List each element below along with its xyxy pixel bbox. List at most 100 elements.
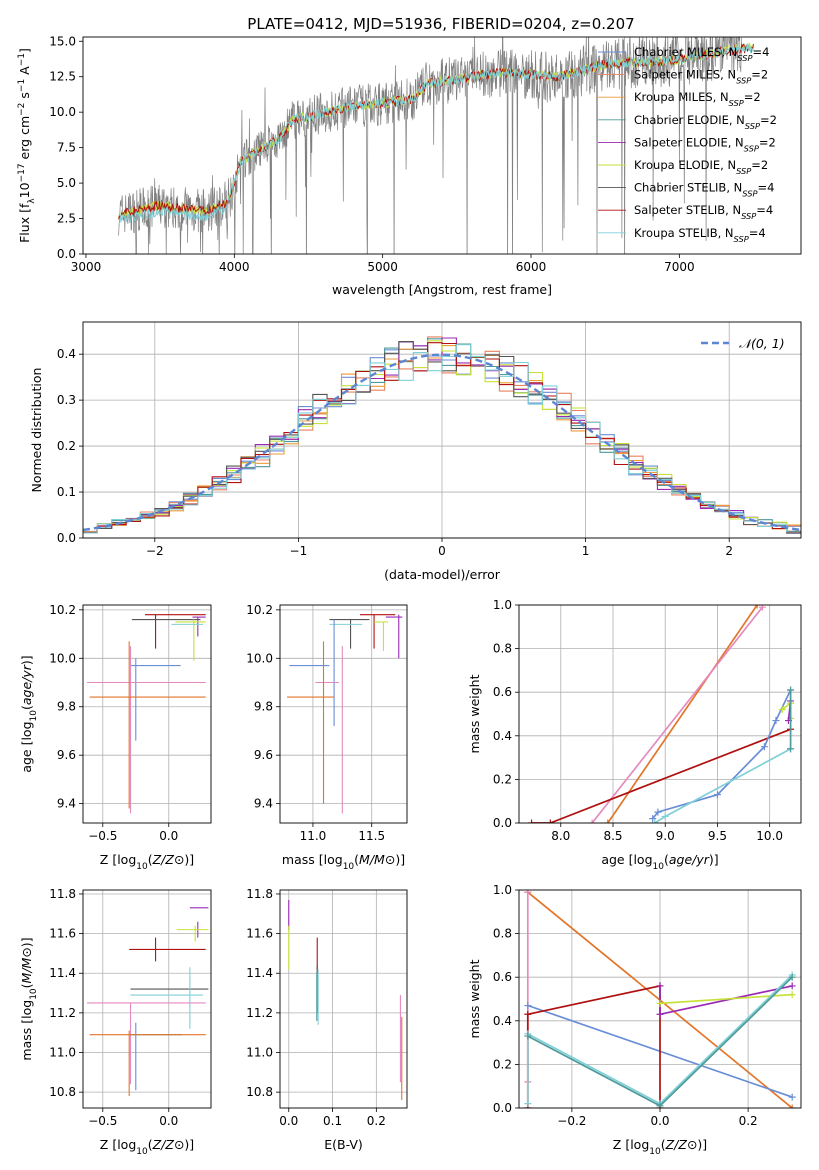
series-point-pink	[758, 605, 766, 611]
series-point-chabrier_elodie	[656, 1102, 664, 1108]
y-tick-label: 10.8	[246, 1085, 273, 1099]
x-tick-label: −2	[146, 544, 164, 558]
histogram-kroupa_stelib	[83, 344, 801, 534]
segments	[86, 614, 206, 814]
x-tick-label: 5000	[367, 260, 398, 274]
y-tick-label: 0.4	[493, 729, 512, 743]
x-tick-label: 0.0	[159, 829, 178, 843]
axes-frame	[82, 889, 212, 1109]
x-tick-label: 0.2	[739, 1114, 758, 1128]
series-point-salpeter_stelib	[546, 819, 554, 823]
y-tick-label: 1.0	[493, 598, 512, 612]
x-tick-label: 0.1	[323, 1114, 342, 1128]
axes-frame	[82, 604, 212, 824]
y-tick-label: 0.8	[493, 642, 512, 656]
y-tick-label: 2.5	[57, 212, 76, 226]
y-tick-label: 11.8	[246, 887, 273, 901]
x-tick-label: 0.0	[279, 1114, 298, 1128]
x-tick-label: 10.0	[756, 829, 783, 843]
y-tick-label: 0.0	[493, 1101, 512, 1115]
y-tick-label: 9.8	[254, 700, 273, 714]
segments	[288, 899, 403, 1101]
y-tick-label: 9.8	[57, 700, 76, 714]
y-tick-label: 9.6	[254, 748, 273, 762]
x-tick-label: 6000	[516, 260, 547, 274]
residuals-panel: −2 −1 0 1 2 0.0 0.1 0.2 0.3 0.4 (data-model)/error…	[29, 321, 802, 582]
y-tick-label: 10.2	[246, 603, 273, 617]
x-axis-label: age [log10(age/yr)]	[601, 852, 718, 872]
series-point-salpeter_elodie	[788, 982, 796, 990]
series-line-orange	[607, 605, 758, 823]
y-tick-label: 10.0	[49, 105, 76, 119]
normal-curve	[83, 353, 801, 532]
y-tick-label: 12.5	[49, 70, 76, 84]
series-point-kroupa_elodie	[788, 991, 796, 999]
series-point-chabrier_elodie	[787, 745, 795, 753]
x-tick-label: −0.5	[88, 829, 117, 843]
x-axis-label: mass [log10(M/M⊙)]	[282, 852, 405, 872]
x-tick-label: −0.5	[88, 1114, 117, 1128]
series-lines	[524, 890, 796, 1108]
legend-entry: Chabrier ELODIE, NSSP=2	[634, 113, 777, 131]
series-point-chabrier_miles	[772, 717, 780, 725]
series-point-orange	[604, 819, 612, 823]
y-tick-label: 0.1	[57, 485, 76, 499]
y-tick-label: 0.2	[493, 772, 512, 786]
series-point-chabrier_miles	[524, 1002, 532, 1010]
y-tick-label: 11.2	[49, 1006, 76, 1020]
y-axis-label: age [log10(age/yr)]	[19, 655, 39, 772]
x-tick-label: 11.5	[358, 829, 385, 843]
spectrum-legend: Chabrier MILES, NSSP=4 Salpeter MILES, NS…	[598, 45, 777, 244]
series-point-kroupa_stelib	[524, 1100, 532, 1108]
chart-panels: 3000 4000 5000 6000 70000.02.55.07.510.012.5…	[17, 34, 802, 1157]
series-point-orange	[788, 1104, 796, 1108]
y-tick-label: 9.4	[57, 797, 76, 811]
massweight-vs-z-panel: −0.2 0.0 0.2 0.0 0.2 0.4 0.6 0.8 1.0 Z [log10(Z/Z…	[467, 883, 802, 1157]
segments	[287, 614, 403, 814]
y-tick-label: 0.2	[57, 439, 76, 453]
y-tick-label: 11.8	[49, 887, 76, 901]
y-tick-label: 0.6	[493, 685, 512, 699]
series-point-salpeter_elodie	[656, 1010, 664, 1018]
y-tick-label: 15.0	[49, 34, 76, 48]
y-tick-label: 0.6	[493, 970, 512, 984]
histograms	[83, 336, 801, 534]
series-point-salpeter_stelib	[524, 1010, 532, 1018]
y-axis-label: Flux [fλ10−17 erg cm−2 s−1 A−1]	[17, 48, 37, 243]
x-tick-label: 1	[582, 544, 590, 558]
massweight-vs-age-panel: 8.0 8.5 9.0 9.5 10.0 0.0 0.2 0.4 0.6 0.8 1.0 age [l…	[467, 598, 802, 872]
x-tick-label: 8.5	[603, 829, 622, 843]
model-spectrum-kroupa_stelib	[118, 43, 754, 226]
x-tick-label: 3000	[71, 260, 102, 274]
y-tick-label: 11.6	[49, 927, 76, 941]
x-axis-label: E(B-V)	[324, 1137, 363, 1152]
x-tick-label: 4000	[219, 260, 250, 274]
mass-vs-ebv-panel: 0.0 0.1 0.2 10.8 11.0 11.2 11.4 11.6 11.8 E(B-V)	[246, 887, 408, 1152]
y-tick-label: 0.0	[57, 531, 76, 545]
x-axis-label: Z [log10(Z/Z⊙)]	[613, 1137, 707, 1157]
x-axis-label: Z [log10(Z/Z⊙)]	[100, 1137, 194, 1157]
x-tick-label: 8.0	[551, 829, 570, 843]
series-line-salpeter_stelib	[531, 728, 791, 823]
legend-entry: Chabrier STELIB, NSSP=4	[634, 181, 774, 199]
axes-frame	[518, 889, 802, 1109]
y-tick-label: 10.0	[246, 651, 273, 665]
series-point-chabrier_elodie	[788, 973, 796, 981]
legend-entry: Kroupa MILES, NSSP=2	[634, 90, 761, 108]
series-line-pink	[591, 606, 764, 823]
axes-frame	[518, 604, 802, 824]
series-point-kroupa_stelib	[661, 812, 669, 820]
series-point-chabrier_miles	[760, 743, 768, 751]
y-tick-label: 1.0	[493, 883, 512, 897]
axes-frame	[279, 889, 408, 1109]
x-tick-label: 11.0	[300, 829, 327, 843]
series-line-chabrier_miles	[652, 689, 792, 820]
legend-entry: Salpeter ELODIE, NSSP=2	[634, 135, 776, 153]
y-axis-label: Normed distribution	[29, 368, 44, 493]
y-tick-label: 0.2	[493, 1057, 512, 1071]
histogram-salpeter_stelib	[83, 342, 801, 534]
y-tick-label: 11.0	[246, 1046, 273, 1060]
y-tick-label: 11.0	[49, 1046, 76, 1060]
x-tick-label: 0.0	[159, 1114, 178, 1128]
